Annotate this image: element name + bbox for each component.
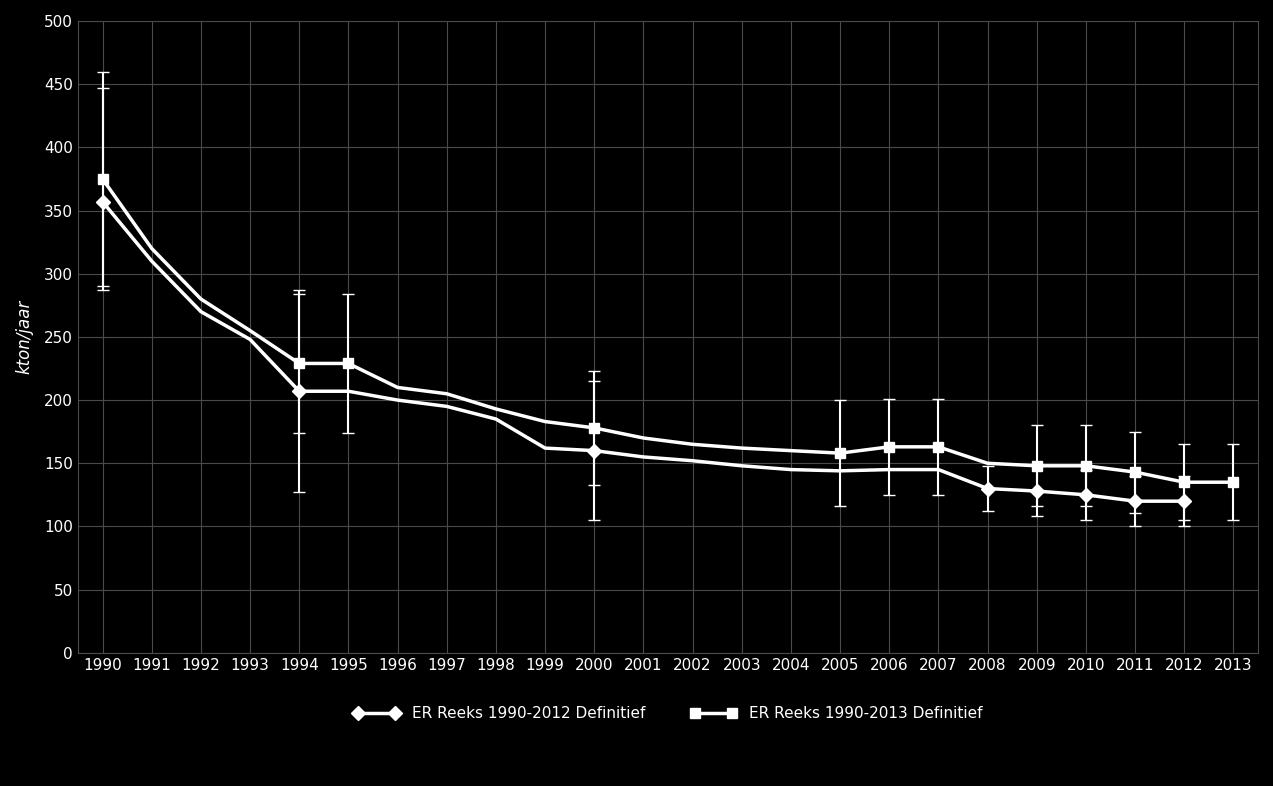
Legend: ER Reeks 1990-2012 Definitief, ER Reeks 1990-2013 Definitief: ER Reeks 1990-2012 Definitief, ER Reeks … [348,700,989,727]
Y-axis label: kton/jaar: kton/jaar [15,299,33,374]
